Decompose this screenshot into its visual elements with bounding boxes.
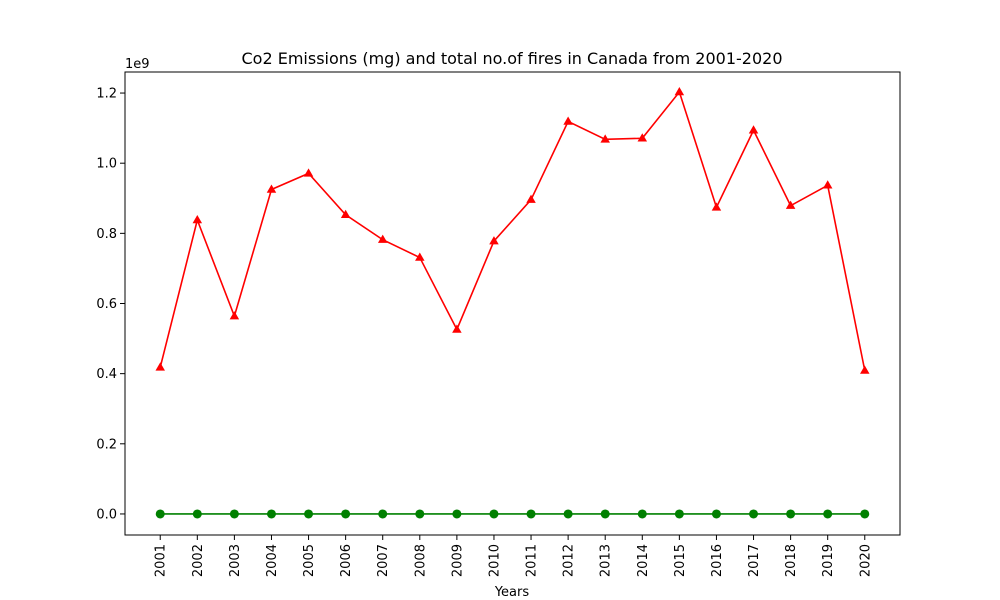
x-tick-label: 2001 <box>154 544 169 577</box>
series-1-point <box>674 509 684 519</box>
series-1-point <box>229 509 239 519</box>
x-tick-label: 2004 <box>265 544 280 577</box>
x-tick-label: 2014 <box>636 544 651 577</box>
series-0-point <box>415 252 425 261</box>
series-1-point <box>304 509 314 519</box>
y-tick-label: 1.2 <box>96 87 117 102</box>
series-0-point <box>711 202 722 211</box>
series-0-point <box>600 134 610 143</box>
x-tick-label: 2008 <box>413 544 428 577</box>
series-1-point <box>711 509 721 519</box>
y-tick-label: 0.6 <box>96 297 117 312</box>
x-tick-label: 2012 <box>562 544 577 577</box>
series-1-point <box>192 509 202 519</box>
x-tick-label: 2011 <box>525 544 540 577</box>
series-1-point <box>155 509 165 519</box>
chart-title: Co2 Emissions (mg) and total no.of fires… <box>242 49 783 68</box>
series-1-point <box>489 509 499 519</box>
series-1-point <box>266 509 276 519</box>
x-tick-label: 2013 <box>599 544 614 577</box>
series-1-point <box>526 509 536 519</box>
series-0-line <box>159 90 866 371</box>
series-0-point <box>563 116 573 125</box>
x-tick-label: 2015 <box>673 544 688 577</box>
series-1-point <box>600 509 610 519</box>
x-tick-label: 2003 <box>228 544 243 577</box>
series-1-point <box>637 509 647 519</box>
series-0-point <box>266 184 277 193</box>
series-0-point <box>526 194 536 203</box>
series-0-point <box>229 311 240 320</box>
y-offset-label: 1e9 <box>125 57 150 72</box>
x-tick-label: 2005 <box>302 544 317 577</box>
series-0-point <box>303 168 314 177</box>
series-1-point <box>452 509 462 519</box>
x-tick-label: 2006 <box>339 544 354 577</box>
series-0-point <box>674 86 685 96</box>
series-1-point <box>341 509 351 519</box>
x-tick-label: 2009 <box>450 544 465 577</box>
series-0-point <box>785 200 796 209</box>
series-1-point <box>415 509 425 519</box>
series-1-point <box>823 509 833 519</box>
plot-area: 0.0 0.2 0.4 0.6 0.8 1.0 1.2 2001 2002 2003 2004 200… <box>96 71 901 577</box>
series-0-point <box>377 234 388 243</box>
series-0-point <box>192 215 203 224</box>
series-0-point <box>340 209 351 219</box>
y-tick-label: 0.2 <box>96 437 117 452</box>
series-0-point <box>748 125 759 134</box>
series-1-point <box>378 509 388 519</box>
series-1-point <box>786 509 796 519</box>
series-1-point <box>749 509 759 519</box>
x-axis-label: Years <box>494 585 530 600</box>
x-tick-label: 2018 <box>784 544 799 577</box>
y-tick-label: 0.4 <box>96 367 117 382</box>
plot-frame <box>124 71 901 536</box>
x-tick-label: 2019 <box>821 544 836 577</box>
x-tick-label: 2002 <box>191 544 206 577</box>
series-1-point <box>563 509 573 519</box>
x-tick-label: 2010 <box>487 544 502 577</box>
series-0-point <box>452 324 462 333</box>
series-0-point <box>822 180 833 189</box>
y-tick-label: 0.0 <box>96 507 117 522</box>
y-tick-label: 1.0 <box>96 157 117 172</box>
series-0-point <box>155 362 165 371</box>
x-tick-label: 2007 <box>376 544 391 577</box>
series-0-point <box>489 236 499 245</box>
x-tick-label: 2017 <box>747 544 762 577</box>
x-tick-label: 2020 <box>858 544 873 577</box>
series-1-point <box>860 509 870 519</box>
series-0-point <box>860 365 870 374</box>
x-tick-label: 2016 <box>710 544 725 577</box>
y-tick-label: 0.8 <box>96 227 117 242</box>
series-0-point <box>637 133 648 142</box>
